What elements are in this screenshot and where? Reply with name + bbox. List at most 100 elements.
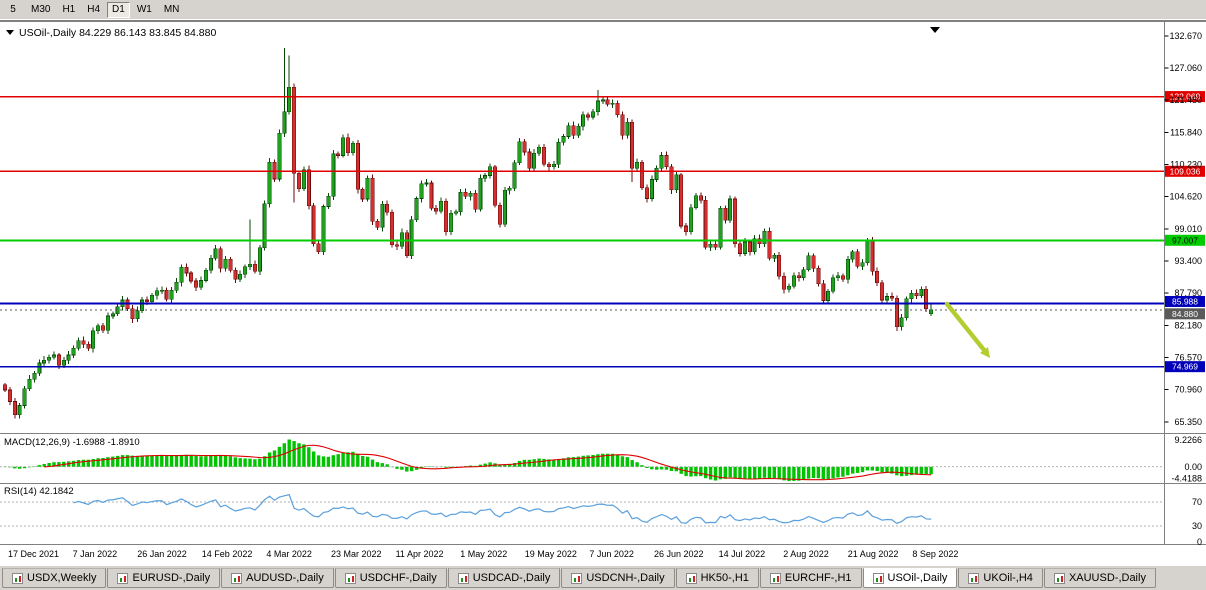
price-tag-label: 84.880 bbox=[1172, 309, 1198, 319]
price-line-97.007[interactable]: 97.007 bbox=[0, 234, 1205, 246]
timeframe-h1[interactable]: H1 bbox=[57, 1, 81, 18]
tab-usdcnh-daily[interactable]: USDCNH-,Daily bbox=[561, 568, 675, 588]
timeframe-w1[interactable]: W1 bbox=[131, 1, 157, 18]
chart-icon bbox=[685, 572, 697, 584]
tab-label: HK50-,H1 bbox=[700, 572, 749, 584]
svg-text:11 Apr 2022: 11 Apr 2022 bbox=[396, 549, 444, 559]
tab-label: USOil-,Daily bbox=[887, 572, 948, 584]
price-tag bbox=[1165, 361, 1205, 373]
chart-icon bbox=[231, 572, 243, 584]
price-tag bbox=[1165, 165, 1205, 177]
tab-xauusd-daily[interactable]: XAUUSD-,Daily bbox=[1043, 568, 1156, 588]
price-chart[interactable]: 122.069 109.036 97.007 85.988 84.880 74.969 13… bbox=[0, 21, 1206, 566]
timeframe-m30[interactable]: M30 bbox=[26, 1, 56, 18]
chart-tabs-bar: USDX,Weekly EURUSD-,Daily AUDUSD-,Daily USD… bbox=[0, 565, 1206, 590]
macd-axis: 9.2266 0.00 -4.4188 bbox=[1171, 435, 1202, 484]
price-line-109.036[interactable]: 109.036 bbox=[0, 165, 1205, 177]
tab-usdx-weekly[interactable]: USDX,Weekly bbox=[2, 568, 107, 588]
svg-text:2 Aug 2022: 2 Aug 2022 bbox=[783, 549, 829, 559]
svg-text:17 Dec 2021: 17 Dec 2021 bbox=[8, 549, 59, 559]
svg-text:14 Jul 2022: 14 Jul 2022 bbox=[719, 549, 766, 559]
svg-text:132.670: 132.670 bbox=[1169, 31, 1202, 41]
tab-label: USDCHF-,Daily bbox=[359, 572, 437, 584]
tab-label: AUDUSD-,Daily bbox=[246, 572, 324, 584]
price-tag-label: 109.036 bbox=[1170, 166, 1201, 176]
rsi-axis: 70 30 0 bbox=[1192, 497, 1202, 547]
svg-text:115.840: 115.840 bbox=[1170, 127, 1202, 137]
panel-borders bbox=[0, 21, 1206, 545]
timeframe-mn[interactable]: MN bbox=[158, 1, 185, 18]
chart-icon bbox=[12, 572, 23, 584]
chart-icon bbox=[968, 572, 980, 584]
chart-icon bbox=[872, 572, 884, 584]
svg-text:26 Jun 2022: 26 Jun 2022 bbox=[654, 549, 704, 559]
tab-usoil-daily[interactable]: USOil-,Daily bbox=[862, 568, 958, 588]
svg-text:-4.4188: -4.4188 bbox=[1171, 474, 1202, 484]
tab-label: UKOil-,H4 bbox=[983, 572, 1033, 584]
tab-audusd-daily[interactable]: AUDUSD-,Daily bbox=[221, 568, 334, 588]
price-tag bbox=[1165, 234, 1205, 246]
svg-text:26 Jan 2022: 26 Jan 2022 bbox=[137, 549, 187, 559]
tab-label: EURUSD-,Daily bbox=[132, 572, 211, 584]
svg-text:110.230: 110.230 bbox=[1170, 159, 1202, 169]
tab-ukoil-h4[interactable]: UKOil-,H4 bbox=[958, 568, 1043, 588]
svg-text:127.060: 127.060 bbox=[1169, 63, 1202, 73]
tab-usdchf-daily[interactable]: USDCHF-,Daily bbox=[334, 568, 447, 588]
tab-label: XAUUSD-,Daily bbox=[1068, 572, 1146, 584]
chart-title-text: USOil-,Daily 84.229 86.143 83.845 84.880 bbox=[19, 27, 216, 39]
candlesticks bbox=[2, 48, 934, 419]
chart-shift-marker-icon bbox=[930, 27, 940, 33]
tab-hk50-h1[interactable]: HK50-,H1 bbox=[675, 568, 759, 588]
price-tag-label: 85.988 bbox=[1172, 296, 1198, 306]
rsi-label: RSI(14) 42.1842 bbox=[4, 486, 74, 497]
chart-window[interactable]: 122.069 109.036 97.007 85.988 84.880 74.969 13… bbox=[0, 20, 1206, 566]
tab-label: USDCNH-,Daily bbox=[586, 572, 665, 584]
symbol-dropdown-icon[interactable] bbox=[6, 30, 14, 35]
chart-icon bbox=[344, 572, 356, 584]
timeframe-h4[interactable]: H4 bbox=[82, 1, 106, 18]
svg-text:0.00: 0.00 bbox=[1184, 462, 1202, 472]
svg-text:9.2266: 9.2266 bbox=[1174, 435, 1202, 445]
tab-usdcad-daily[interactable]: USDCAD-,Daily bbox=[447, 568, 561, 588]
macd-panel bbox=[0, 439, 1164, 482]
price-line-85.988[interactable]: 85.988 bbox=[0, 295, 1205, 307]
tab-label: USDX,Weekly bbox=[27, 572, 97, 584]
svg-text:21 Aug 2022: 21 Aug 2022 bbox=[848, 549, 899, 559]
svg-text:19 May 2022: 19 May 2022 bbox=[525, 549, 577, 559]
price-axis: 132.670 127.060 121.450 115.840 110.230 104.6… bbox=[1164, 31, 1202, 427]
chart-icon bbox=[571, 572, 583, 584]
price-tag-label: 97.007 bbox=[1172, 235, 1198, 245]
timeframe-5[interactable]: 5 bbox=[2, 1, 24, 18]
svg-text:65.350: 65.350 bbox=[1174, 417, 1202, 427]
svg-text:0: 0 bbox=[1197, 537, 1202, 547]
svg-text:1 May 2022: 1 May 2022 bbox=[460, 549, 507, 559]
macd-label: MACD(12,26,9) -1.6988 -1.8910 bbox=[4, 437, 140, 448]
price-tag bbox=[1165, 91, 1205, 103]
svg-text:104.620: 104.620 bbox=[1169, 192, 1202, 202]
tab-label: USDCAD-,Daily bbox=[472, 572, 551, 584]
chart-background bbox=[0, 21, 1206, 566]
timeframe-toolbar: 5 M30 H1 H4 D1 W1 MN bbox=[0, 0, 1206, 20]
time-axis: 17 Dec 2021 7 Jan 2022 26 Jan 2022 14 Feb 2… bbox=[8, 549, 958, 559]
chart-icon bbox=[769, 572, 781, 584]
price-tag-label: 74.969 bbox=[1172, 362, 1198, 372]
down-arrow[interactable] bbox=[944, 301, 990, 358]
svg-text:76.570: 76.570 bbox=[1174, 352, 1202, 362]
price-tag-label: 122.069 bbox=[1170, 92, 1201, 102]
svg-text:23 Mar 2022: 23 Mar 2022 bbox=[331, 549, 382, 559]
svg-text:7 Jan 2022: 7 Jan 2022 bbox=[73, 549, 118, 559]
svg-text:70: 70 bbox=[1192, 497, 1202, 507]
price-line-74.969[interactable]: 74.969 bbox=[0, 361, 1205, 373]
tab-eurusd-daily[interactable]: EURUSD-,Daily bbox=[107, 568, 221, 588]
price-line-84.880[interactable]: 84.880 bbox=[0, 308, 1205, 320]
tab-eurchf-h1[interactable]: EURCHF-,H1 bbox=[759, 568, 862, 588]
svg-text:8 Sep 2022: 8 Sep 2022 bbox=[912, 549, 958, 559]
svg-text:7 Jun 2022: 7 Jun 2022 bbox=[589, 549, 634, 559]
price-line-122.069[interactable]: 122.069 bbox=[0, 91, 1205, 103]
price-tag bbox=[1165, 295, 1205, 307]
chart-icon bbox=[1053, 572, 1065, 584]
timeframe-d1[interactable]: D1 bbox=[107, 1, 130, 18]
tab-label: EURCHF-,H1 bbox=[784, 572, 852, 584]
svg-text:82.180: 82.180 bbox=[1174, 320, 1202, 330]
svg-text:14 Feb 2022: 14 Feb 2022 bbox=[202, 549, 253, 559]
